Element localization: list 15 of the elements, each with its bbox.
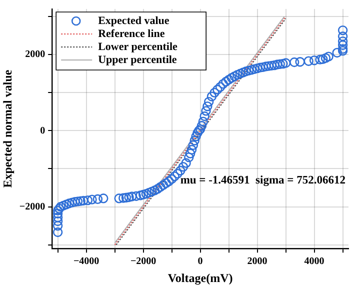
x-tick-label: 4000: [304, 256, 324, 268]
y-tick-label: 2000: [25, 49, 46, 60]
y-axis-title: Expected normal value: [0, 69, 14, 188]
legend-label: Expected value: [98, 14, 170, 27]
x-tick-label: 0: [198, 256, 203, 268]
x-tick-label: 2000: [247, 256, 268, 268]
x-tick-label: −2000: [130, 256, 156, 268]
y-tick-label: 0: [40, 125, 46, 136]
x-axis-title: Voltage(mV): [168, 270, 233, 285]
legend-label: Reference line: [98, 28, 165, 40]
legend-label: Upper percentile: [98, 54, 177, 66]
y-tick-label: −2000: [19, 201, 46, 212]
legend-label: Lower percentile: [98, 40, 178, 53]
annotation: mu = -1.46591 sigma = 752.06612: [180, 174, 346, 187]
x-tick-label: −4000: [73, 256, 100, 268]
